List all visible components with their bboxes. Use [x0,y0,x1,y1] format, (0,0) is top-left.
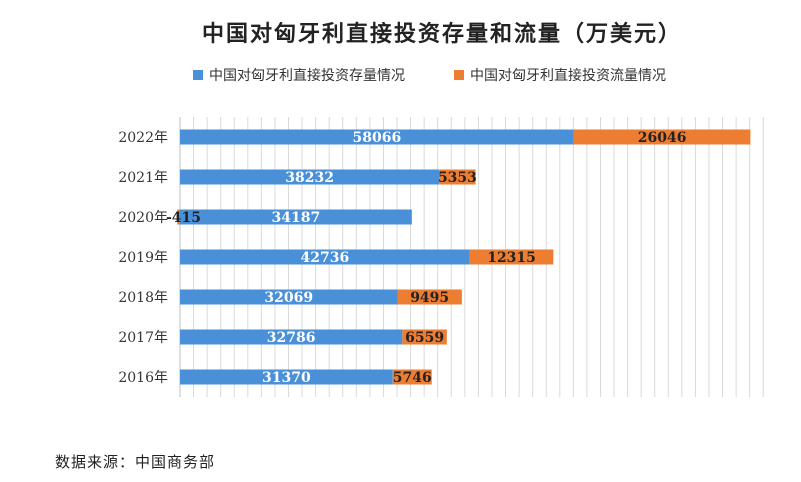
bar-flow [469,249,554,265]
value-labels: 58066 26046 38232 5353 34187 -415 42736 12315 32… [166,130,686,386]
y-tick-label: 2022年 [118,130,168,146]
chart-title: 中国对匈牙利直接投资存量和流量（万美元） [202,21,682,47]
value-label-flow: 5746 [393,370,432,386]
y-tick-label: 2017年 [118,330,168,346]
bar-stock [180,209,412,225]
value-label-flow: 6559 [405,330,444,346]
value-label-stock: 58066 [353,130,402,146]
bar-flow [177,209,180,225]
legend-label-stock: 中国对匈牙利直接投资存量情况 [209,67,405,84]
y-tick-label: 2016年 [118,370,168,386]
bar-stock [180,249,470,265]
value-label-stock: 42736 [301,250,350,266]
bar-stock [180,129,574,145]
y-axis-ticks: 2022年 2021年 2020年 2019年 2018年 2017年 2016年 [118,130,168,386]
y-tick-label: 2019年 [118,250,168,266]
bars [177,129,751,385]
bar-flow [439,169,476,185]
bar-stock [180,169,440,185]
bar-flow [402,329,447,345]
y-tick-label: 2018年 [118,290,168,306]
legend: 中国对匈牙利直接投资存量情况 中国对匈牙利直接投资流量情况 [193,67,666,84]
value-label-flow: -415 [166,210,201,226]
y-tick-label: 2020年 [118,210,168,226]
bar-flow [397,289,462,305]
value-label-flow: 9495 [410,290,449,306]
value-label-stock: 31370 [262,370,311,386]
bar-stock [180,329,403,345]
legend-swatch-stock [193,70,203,80]
value-label-flow: 12315 [487,250,536,266]
source-note: 数据来源：中国商务部 [55,453,215,471]
value-label-stock: 34187 [272,210,321,226]
bar-stock [180,289,398,305]
value-label-flow: 26046 [638,130,687,146]
legend-swatch-flow [454,70,464,80]
bar-stock [180,369,393,385]
value-label-stock: 32786 [267,330,316,346]
bar-flow [392,369,432,385]
value-label-flow: 5353 [438,170,477,186]
value-label-stock: 32069 [264,290,313,306]
value-label-stock: 38232 [285,170,334,186]
y-tick-label: 2021年 [118,170,168,186]
legend-label-flow: 中国对匈牙利直接投资流量情况 [470,67,666,84]
bar-flow [573,129,751,145]
